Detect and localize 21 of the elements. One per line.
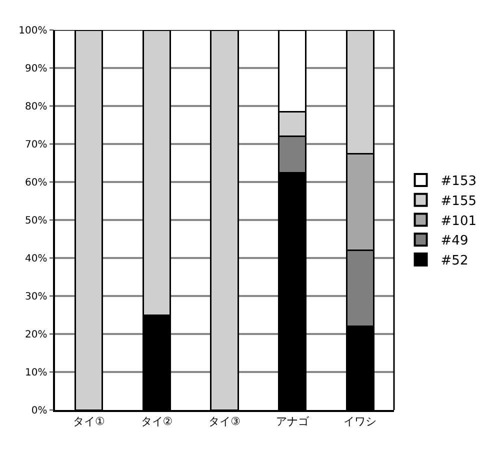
- x-tick-label: アナゴ: [276, 414, 310, 428]
- legend-label: #153: [440, 174, 476, 190]
- x-tick-label: タイ①: [72, 414, 105, 428]
- y-tick-label: 40%: [25, 254, 48, 264]
- x-tick-label: タイ③: [208, 414, 241, 428]
- legend-label: #52: [440, 254, 468, 269]
- y-tick-label: 30%: [25, 292, 48, 302]
- y-tick-label: 50%: [25, 216, 48, 226]
- legend-label: #155: [440, 194, 476, 209]
- y-tick-label: 80%: [25, 102, 48, 112]
- x-tick-label: タイ②: [140, 414, 173, 428]
- x-tick-label: イワシ: [344, 414, 377, 428]
- y-tick-label: 90%: [25, 64, 48, 74]
- legend-label: #101: [440, 214, 476, 229]
- y-tick-label: 60%: [25, 178, 48, 188]
- y-tick-label: 20%: [25, 330, 48, 340]
- legend-label: #49: [440, 234, 468, 249]
- y-tick-label: 0%: [31, 406, 48, 416]
- y-tick-label: 70%: [25, 140, 48, 150]
- y-tick-label: 10%: [25, 368, 48, 378]
- y-tick-label: 100%: [18, 26, 48, 36]
